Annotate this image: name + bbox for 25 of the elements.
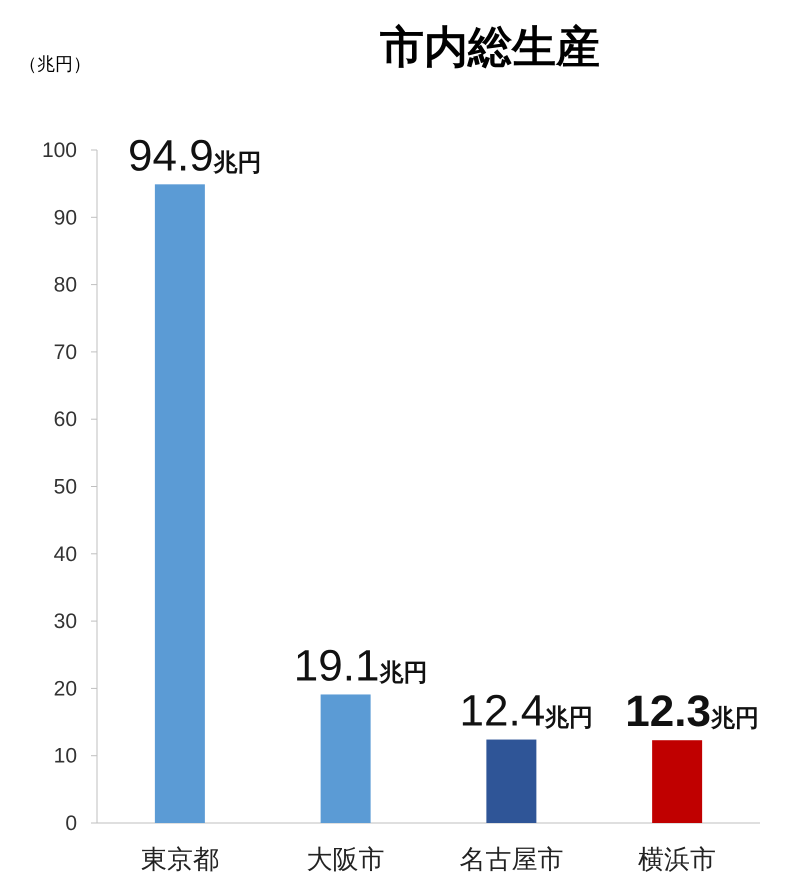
y-tick-label: 100 <box>42 139 77 162</box>
bar <box>320 694 371 823</box>
y-tick-label: 20 <box>54 677 77 700</box>
data-label: 12.4兆円 <box>460 686 594 736</box>
y-tick-label: 70 <box>54 340 77 364</box>
y-tick-label: 90 <box>54 206 77 230</box>
y-tick-label: 60 <box>54 408 77 432</box>
x-tick-label: 大阪市 <box>306 844 385 874</box>
bar <box>486 740 536 823</box>
x-tick-label: 横浜市 <box>638 844 716 874</box>
y-tick-label: 30 <box>54 610 77 634</box>
y-tick-label: 40 <box>54 542 77 566</box>
bar <box>154 184 205 823</box>
data-label: 12.3兆円 <box>625 687 759 736</box>
x-tick-label: 東京都 <box>140 844 219 874</box>
y-tick-label: 10 <box>54 744 77 768</box>
y-tick-label: 80 <box>54 274 77 297</box>
y-tick-label: 0 <box>65 812 77 835</box>
chart-title: 市内総生産 <box>380 23 600 72</box>
y-tick-label: 50 <box>54 476 77 498</box>
bar <box>652 740 702 823</box>
data-label: 94.9兆円 <box>128 131 262 180</box>
x-tick-label: 名古屋市 <box>459 844 564 874</box>
data-label: 19.1兆円 <box>294 641 428 690</box>
y-axis-title: （兆円） <box>19 54 91 74</box>
